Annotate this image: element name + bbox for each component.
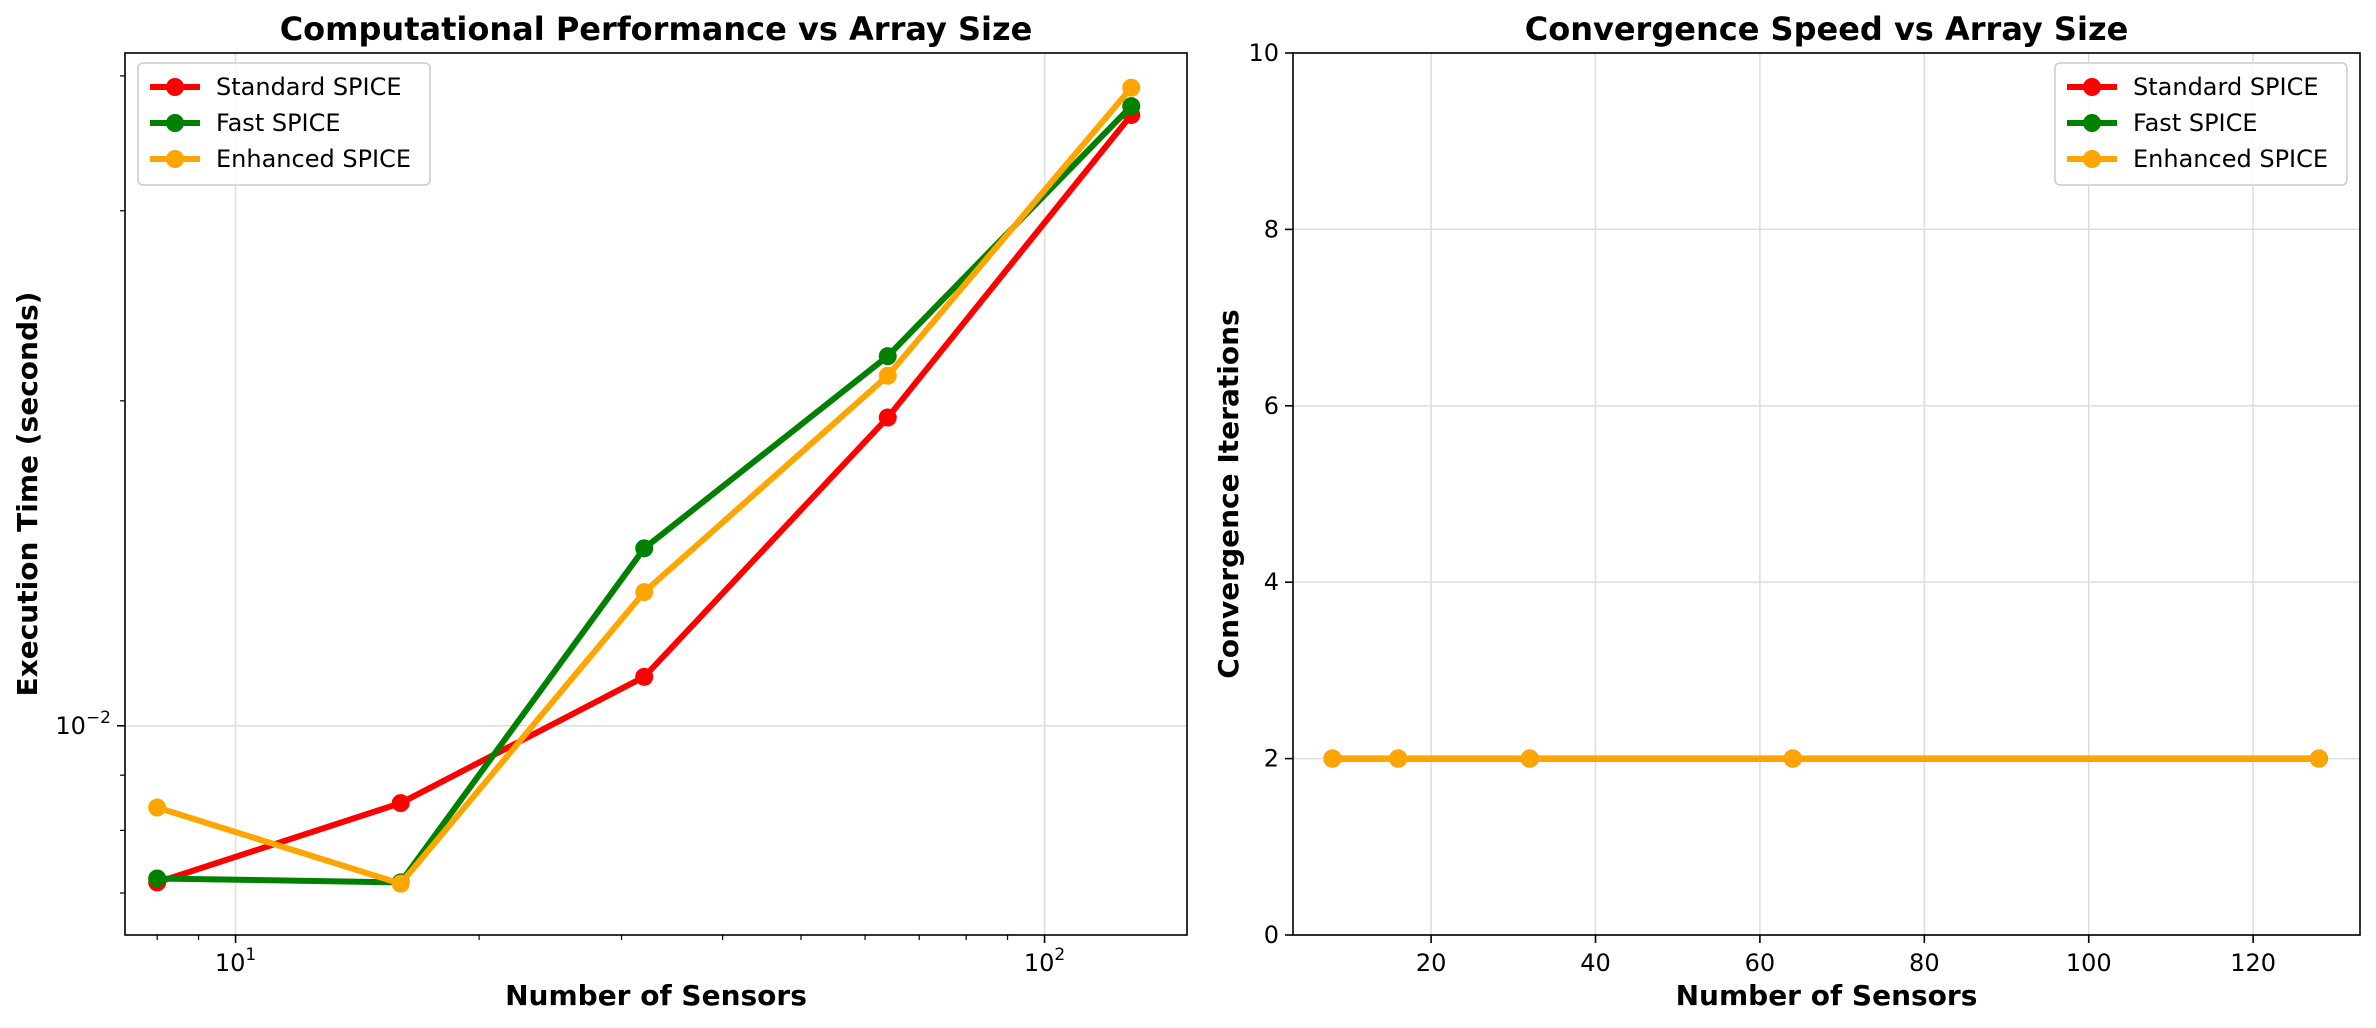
series-line-standard-spice [156, 113, 1134, 886]
x-tick-label: 80 [1909, 949, 1940, 977]
legend-label: Standard SPICE [2133, 73, 2319, 101]
x-tick-label: 20 [1416, 949, 1447, 977]
data-point-fast-spice [1122, 97, 1141, 116]
data-point-enhanced-spice [2309, 749, 2328, 768]
plot-frame [1292, 52, 2361, 936]
x-tick-label: 101 [215, 945, 256, 977]
x-tick-label: 120 [2230, 949, 2276, 977]
chart-title: Computational Performance vs Array Size [280, 10, 1033, 48]
legend-label: Fast SPICE [2133, 109, 2258, 137]
x-tick-exponent: 1 [245, 945, 256, 965]
x-tick-label: 100 [2066, 949, 2112, 977]
data-point-enhanced-spice [635, 583, 654, 602]
legend-swatch-marker [166, 114, 184, 132]
y-tick-label: 4 [1264, 568, 1279, 596]
x-tick-label: 60 [1745, 949, 1776, 977]
legend: Standard SPICE Fast SPICE Enhanced SPICE [2054, 62, 2348, 186]
y-tick-label: 8 [1264, 215, 1279, 243]
legend-label: Fast SPICE [216, 109, 341, 137]
legend-box [2054, 62, 2348, 186]
y-tick-label: 10−2 [55, 708, 111, 740]
y-tick-exponent: −2 [86, 708, 111, 728]
data-point-enhanced-spice [1122, 78, 1141, 97]
legend-item: Standard SPICE [2067, 73, 2319, 101]
data-point-enhanced-spice [148, 798, 167, 817]
x-tick-label: 102 [1024, 945, 1065, 977]
legend: Standard SPICE Fast SPICE Enhanced SPICE [137, 62, 431, 186]
chart-panel-2: 20 40 60 80 100 120 0 2 4 6 8 10 Convergence Speed v… [1212, 10, 2361, 1012]
legend-label: Enhanced SPICE [2133, 145, 2328, 173]
legend-box [137, 62, 431, 186]
data-point-enhanced-spice [1323, 749, 1342, 768]
legend-item: Fast SPICE [150, 109, 341, 137]
legend-swatch-marker [2083, 150, 2101, 168]
y-tick-label: 2 [1264, 745, 1279, 773]
data-point-standard-spice [635, 667, 654, 686]
legend-swatch-marker [166, 150, 184, 168]
legend-label: Standard SPICE [216, 73, 402, 101]
y-tick-label: 0 [1264, 921, 1279, 949]
data-point-fast-spice [635, 539, 654, 558]
legend-swatch-marker [2083, 78, 2101, 96]
chart-title: Convergence Speed vs Array Size [1525, 10, 2129, 48]
data-point-enhanced-spice [878, 366, 897, 385]
legend-swatch-marker [2083, 114, 2101, 132]
data-point-fast-spice [878, 347, 897, 366]
chart-panel-1: 101 102 10−2 Computational Performance vs A… [11, 10, 1188, 1012]
y-tick-label: 6 [1264, 392, 1279, 420]
x-tick-exponent: 2 [1054, 945, 1065, 965]
x-tick-label: 40 [1580, 949, 1611, 977]
data-point-enhanced-spice [1783, 749, 1802, 768]
legend-item: Enhanced SPICE [150, 145, 411, 173]
plot-frame [124, 52, 1188, 936]
legend-label: Enhanced SPICE [216, 145, 411, 173]
data-point-standard-spice [391, 794, 410, 813]
data-point-fast-spice [148, 869, 167, 888]
data-point-standard-spice [878, 408, 897, 427]
legend-item: Standard SPICE [150, 73, 402, 101]
series-line-fast-spice [157, 104, 1134, 886]
y-axis-label: Execution Time (seconds) [11, 292, 44, 697]
legend-item: Enhanced SPICE [2067, 145, 2328, 173]
x-axis-label: Number of Sensors [505, 979, 807, 1012]
x-axis-label: Number of Sensors [1676, 979, 1978, 1012]
data-point-enhanced-spice [1520, 749, 1539, 768]
legend-item: Fast SPICE [2067, 109, 2258, 137]
series-line-enhanced-spice [156, 85, 1134, 887]
legend-swatch-marker [166, 78, 184, 96]
y-axis-label: Convergence Iterations [1212, 309, 1245, 678]
data-point-enhanced-spice [391, 874, 410, 893]
y-tick-label: 10 [1248, 39, 1279, 67]
data-point-enhanced-spice [1389, 749, 1408, 768]
